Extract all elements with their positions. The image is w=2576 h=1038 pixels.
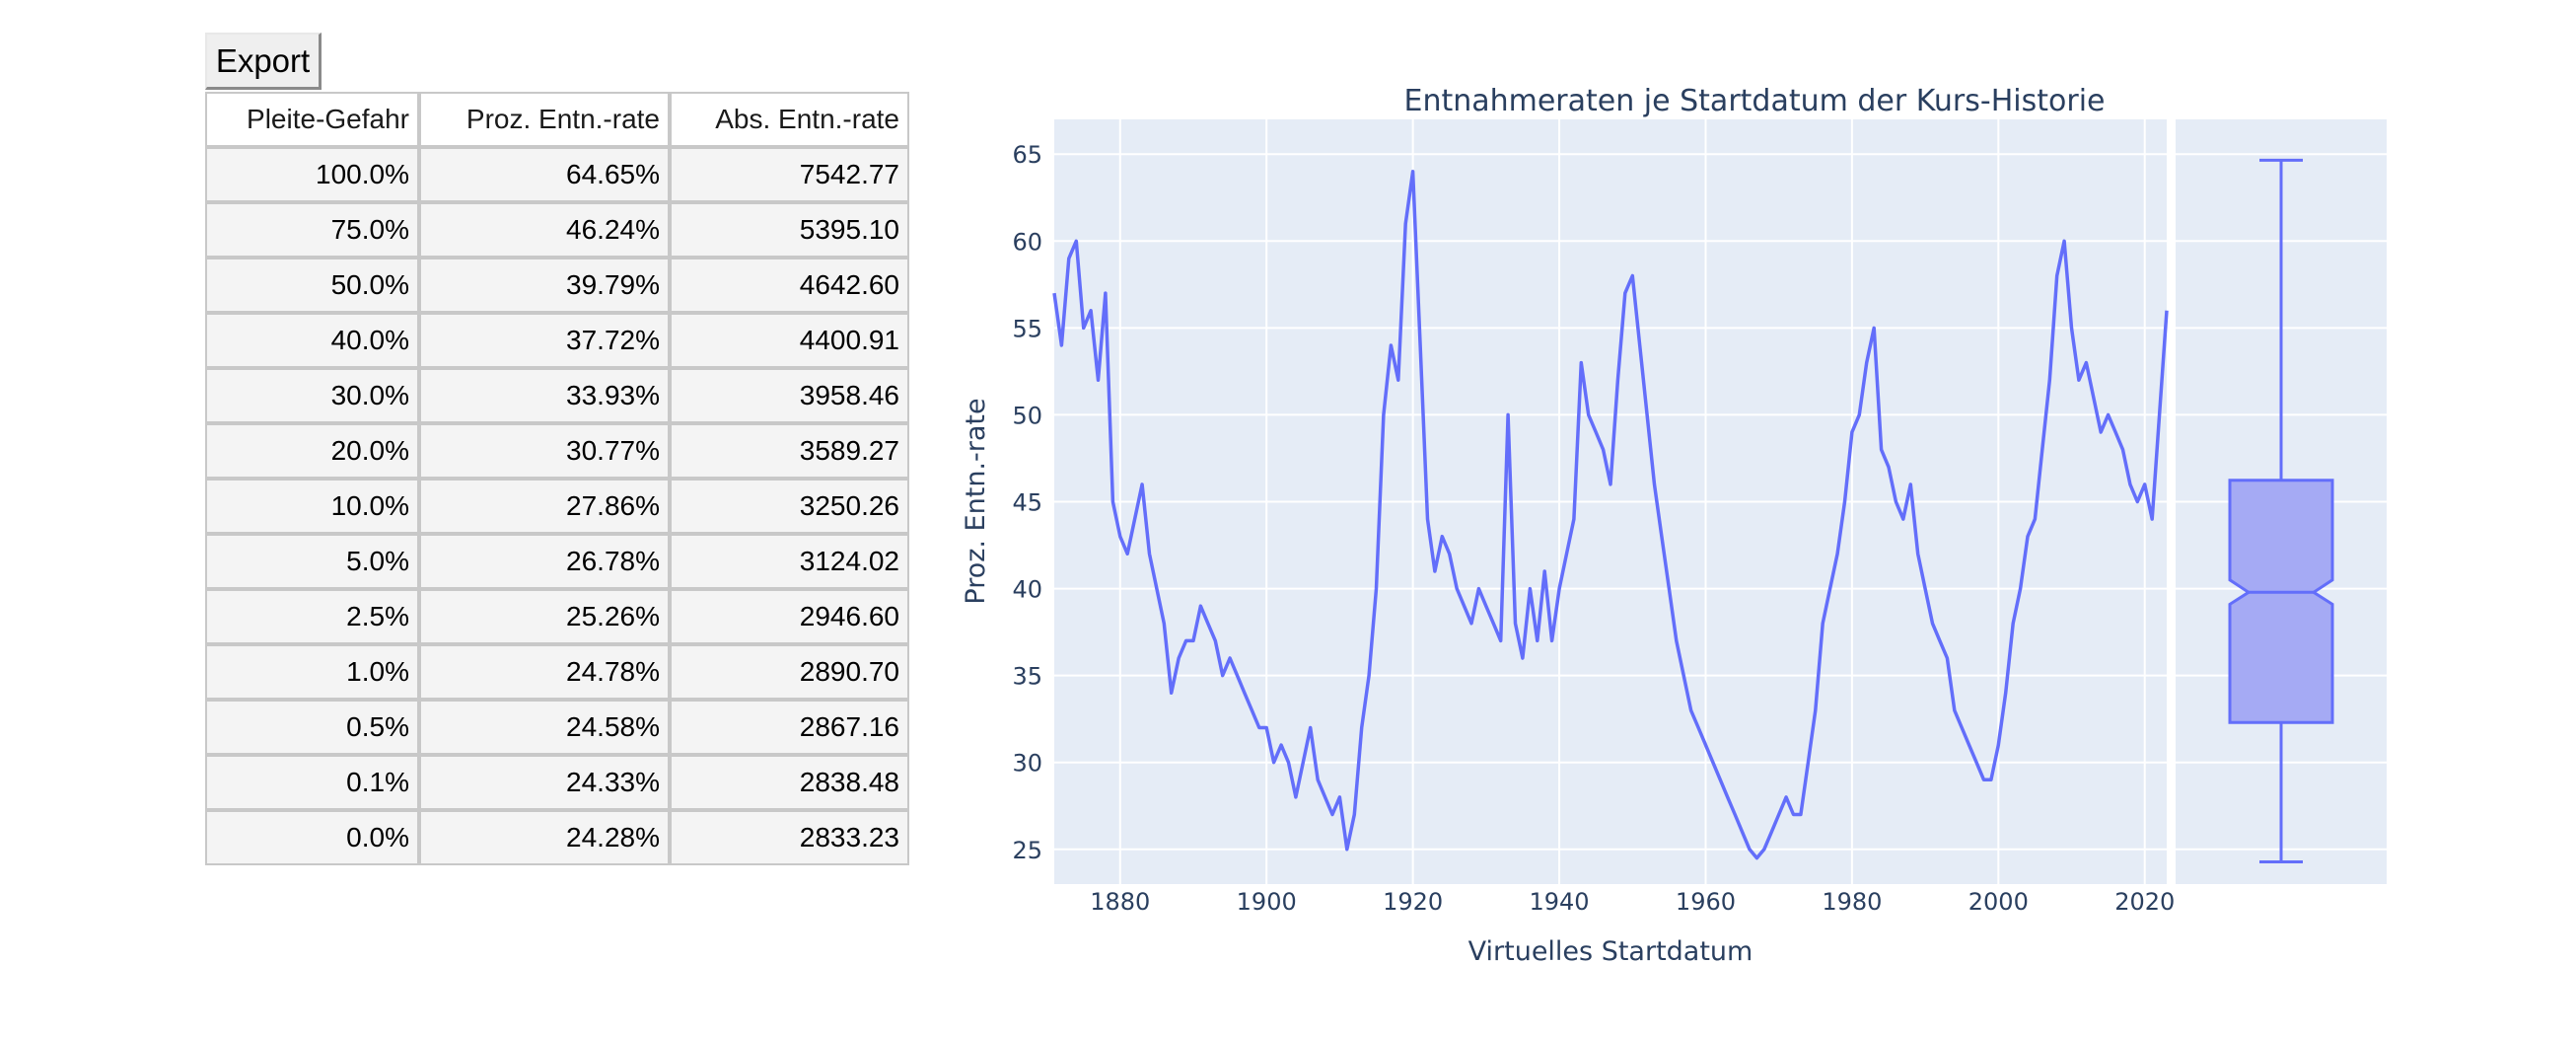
- x-tick-label: 1980: [1822, 888, 1882, 916]
- cell-abs-entn-rate: 4400.91: [670, 313, 909, 368]
- cell-abs-entn-rate: 3124.02: [670, 534, 909, 589]
- cell-pleite-gefahr: 1.0%: [205, 644, 419, 700]
- cell-abs-entn-rate: 3958.46: [670, 368, 909, 423]
- y-tick-label: 25: [1012, 837, 1042, 864]
- column-header-pleite-gefahr[interactable]: Pleite-Gefahr: [205, 92, 419, 147]
- box-body[interactable]: [2228, 479, 2334, 724]
- cell-pleite-gefahr: 0.0%: [205, 810, 419, 865]
- cell-proz-entn-rate: 24.33%: [419, 755, 670, 810]
- cell-proz-entn-rate: 46.24%: [419, 202, 670, 258]
- y-tick-label: 35: [1012, 663, 1042, 691]
- table-row: 1.0% 24.78% 2890.70: [205, 644, 909, 700]
- x-tick-label: 1900: [1237, 888, 1297, 916]
- x-axis-label: Virtuelles Startdatum: [1468, 936, 1753, 967]
- cell-proz-entn-rate: 26.78%: [419, 534, 670, 589]
- cell-pleite-gefahr: 50.0%: [205, 258, 419, 313]
- table-row: 50.0% 39.79% 4642.60: [205, 258, 909, 313]
- cell-pleite-gefahr: 40.0%: [205, 313, 419, 368]
- cell-abs-entn-rate: 5395.10: [670, 202, 909, 258]
- table-row: 100.0% 64.65% 7542.77: [205, 147, 909, 202]
- cell-pleite-gefahr: 20.0%: [205, 423, 419, 479]
- cell-proz-entn-rate: 64.65%: [419, 147, 670, 202]
- cell-abs-entn-rate: 2867.16: [670, 700, 909, 755]
- y-tick-label: 65: [1012, 141, 1042, 169]
- x-tick-label: 1940: [1530, 888, 1590, 916]
- cell-proz-entn-rate: 33.93%: [419, 368, 670, 423]
- cell-abs-entn-rate: 2946.60: [670, 589, 909, 644]
- y-tick-label: 45: [1012, 489, 1042, 517]
- cell-pleite-gefahr: 5.0%: [205, 534, 419, 589]
- cell-proz-entn-rate: 24.58%: [419, 700, 670, 755]
- cell-abs-entn-rate: 2833.23: [670, 810, 909, 865]
- cell-abs-entn-rate: 2890.70: [670, 644, 909, 700]
- cell-pleite-gefahr: 30.0%: [205, 368, 419, 423]
- x-tick-label: 1960: [1676, 888, 1736, 916]
- cell-pleite-gefahr: 75.0%: [205, 202, 419, 258]
- cell-pleite-gefahr: 2.5%: [205, 589, 419, 644]
- cell-abs-entn-rate: 3250.26: [670, 479, 909, 534]
- table-row: 0.0% 24.28% 2833.23: [205, 810, 909, 865]
- cell-proz-entn-rate: 27.86%: [419, 479, 670, 534]
- x-tick-label: 1920: [1383, 888, 1443, 916]
- table-row: 20.0% 30.77% 3589.27: [205, 423, 909, 479]
- y-tick-label: 55: [1012, 315, 1042, 342]
- table-header-row: Pleite-Gefahr Proz. Entn.-rate Abs. Entn…: [205, 92, 909, 147]
- cell-proz-entn-rate: 25.26%: [419, 589, 670, 644]
- cell-proz-entn-rate: 24.28%: [419, 810, 670, 865]
- table-row: 30.0% 33.93% 3958.46: [205, 368, 909, 423]
- cell-pleite-gefahr: 100.0%: [205, 147, 419, 202]
- y-tick-label: 60: [1012, 228, 1042, 256]
- cell-pleite-gefahr: 0.1%: [205, 755, 419, 810]
- y-tick-label: 40: [1012, 576, 1042, 604]
- cell-abs-entn-rate: 4642.60: [670, 258, 909, 313]
- export-button[interactable]: Export: [205, 33, 322, 90]
- chart-title: Entnahmeraten je Startdatum der Kurs-His…: [1403, 84, 2105, 118]
- cell-proz-entn-rate: 39.79%: [419, 258, 670, 313]
- y-tick-label: 50: [1012, 402, 1042, 429]
- cell-proz-entn-rate: 24.78%: [419, 644, 670, 700]
- table-row: 40.0% 37.72% 4400.91: [205, 313, 909, 368]
- table-row: 75.0% 46.24% 5395.10: [205, 202, 909, 258]
- column-header-proz-entn-rate[interactable]: Proz. Entn.-rate: [419, 92, 670, 147]
- series-line[interactable]: [1052, 170, 2169, 860]
- x-tick-label: 2020: [2114, 888, 2175, 916]
- cell-pleite-gefahr: 10.0%: [205, 479, 419, 534]
- column-header-abs-entn-rate[interactable]: Abs. Entn.-rate: [670, 92, 909, 147]
- table-row: 0.5% 24.58% 2867.16: [205, 700, 909, 755]
- cell-pleite-gefahr: 0.5%: [205, 700, 419, 755]
- table-row: 5.0% 26.78% 3124.02: [205, 534, 909, 589]
- x-tick-label: 2000: [1968, 888, 2029, 916]
- withdrawal-rate-table: Pleite-Gefahr Proz. Entn.-rate Abs. Entn…: [205, 92, 909, 865]
- table-row: 10.0% 27.86% 3250.26: [205, 479, 909, 534]
- y-tick-label: 30: [1012, 750, 1042, 778]
- cell-proz-entn-rate: 30.77%: [419, 423, 670, 479]
- cell-abs-entn-rate: 3589.27: [670, 423, 909, 479]
- cell-proz-entn-rate: 37.72%: [419, 313, 670, 368]
- cell-abs-entn-rate: 2838.48: [670, 755, 909, 810]
- y-axis-label: Proz. Entn.-rate: [961, 398, 991, 604]
- table-row: 0.1% 24.33% 2838.48: [205, 755, 909, 810]
- cell-abs-entn-rate: 7542.77: [670, 147, 909, 202]
- x-tick-label: 1880: [1090, 888, 1150, 916]
- table-row: 2.5% 25.26% 2946.60: [205, 589, 909, 644]
- table-body: 100.0% 64.65% 7542.77 75.0% 46.24% 5395.10 50.…: [205, 147, 909, 865]
